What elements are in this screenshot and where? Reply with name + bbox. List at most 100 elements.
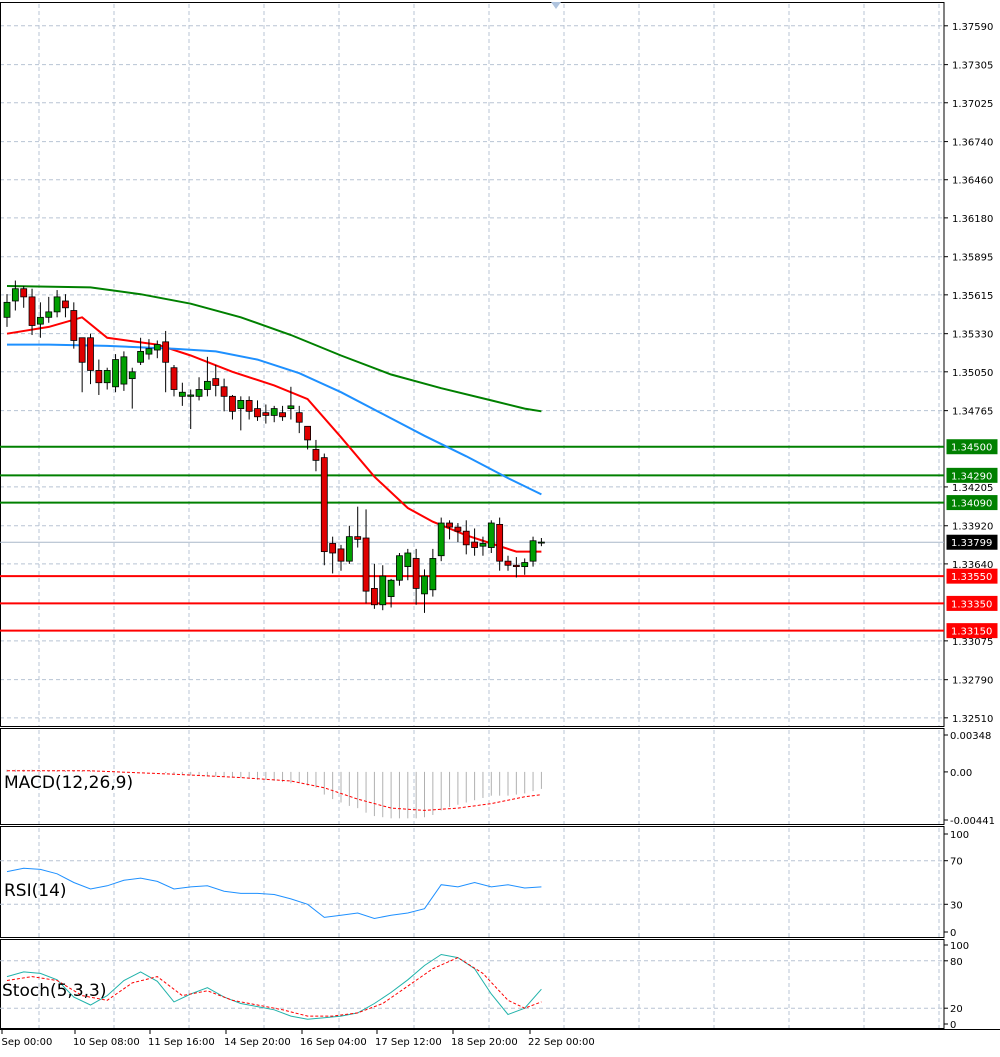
price-tick-label: 1.34765 bbox=[952, 407, 993, 418]
macd-tick-label: -0.00441 bbox=[950, 816, 995, 827]
candle bbox=[137, 337, 145, 365]
panel-frame bbox=[0, 728, 945, 825]
candle-body-down bbox=[95, 370, 103, 384]
level-tag-text: 1.33550 bbox=[951, 572, 992, 583]
candle-body-up bbox=[203, 380, 211, 390]
level-tag-box bbox=[946, 623, 998, 639]
candle bbox=[354, 506, 362, 548]
price-tick-label: 1.36460 bbox=[952, 176, 993, 187]
candle-body-down bbox=[304, 425, 312, 441]
candle-body-down bbox=[245, 400, 253, 412]
level-tag-box bbox=[946, 439, 998, 455]
macd-label: MACD(12,26,9) bbox=[4, 773, 133, 793]
candle-body-up bbox=[103, 370, 111, 384]
candle-body-up bbox=[3, 301, 11, 318]
candle bbox=[262, 404, 270, 424]
price-tick-label: 1.36740 bbox=[952, 138, 993, 149]
rsi-panel bbox=[0, 860, 944, 920]
candle-body-down bbox=[471, 541, 479, 548]
level-tag-box bbox=[946, 595, 998, 611]
level-tag-text: 1.33150 bbox=[951, 627, 992, 638]
level-tag: 1.34500 bbox=[946, 439, 998, 455]
candle-body-down bbox=[28, 296, 36, 326]
candle bbox=[220, 378, 228, 412]
stoch-tick-label: 100 bbox=[950, 941, 969, 952]
moving-average-line bbox=[7, 343, 542, 496]
candle bbox=[178, 382, 186, 406]
macd-tick-label: 0.00348 bbox=[950, 731, 991, 742]
price-tick-label: 1.33075 bbox=[952, 637, 993, 648]
candle bbox=[53, 290, 61, 318]
candle bbox=[162, 330, 170, 393]
candle bbox=[20, 285, 28, 308]
level-tag-text: 1.33799 bbox=[951, 538, 992, 549]
level-tag-box bbox=[946, 495, 998, 511]
candle bbox=[212, 365, 220, 397]
candle-body-down bbox=[212, 378, 220, 386]
candle bbox=[279, 405, 286, 421]
candle bbox=[521, 558, 529, 575]
candle-body-up bbox=[120, 356, 128, 385]
candle-body-down bbox=[329, 543, 337, 554]
price-tick-label: 1.35050 bbox=[952, 368, 993, 379]
candle-body-down bbox=[504, 560, 512, 566]
candle-body-up bbox=[112, 359, 119, 388]
panel-frames bbox=[0, 2, 1000, 1030]
candle bbox=[11, 280, 19, 311]
candle bbox=[37, 302, 44, 338]
candle bbox=[145, 339, 153, 360]
candle bbox=[87, 333, 94, 385]
grid bbox=[0, 4, 944, 1028]
candle bbox=[370, 563, 378, 609]
candle bbox=[446, 520, 453, 540]
candle-body-up bbox=[421, 575, 428, 595]
stoch-label: Stoch(5,3,3) bbox=[2, 981, 107, 1001]
price-tick-label: 1.33640 bbox=[952, 560, 993, 571]
candle bbox=[3, 294, 11, 327]
candle bbox=[312, 439, 320, 472]
panel-frame bbox=[0, 826, 945, 938]
candle bbox=[504, 555, 512, 571]
candle bbox=[429, 548, 437, 597]
time-tick-label: 11 Sep 16:00 bbox=[148, 1037, 215, 1048]
candle-body-down bbox=[462, 530, 470, 546]
level-tag-text: 1.33350 bbox=[951, 599, 992, 610]
time-tick-label: 22 Sep 00:00 bbox=[528, 1037, 595, 1048]
panel-frame bbox=[0, 2, 945, 727]
candle-body-up bbox=[178, 391, 186, 397]
macd-tick-label: 0.00 bbox=[950, 768, 972, 779]
rsi-line bbox=[6, 867, 542, 920]
level-tag-box bbox=[946, 534, 998, 550]
candle bbox=[387, 578, 395, 608]
candle bbox=[153, 340, 161, 359]
candle-body-up bbox=[45, 311, 53, 318]
candle bbox=[45, 296, 53, 323]
candle-body-down bbox=[512, 564, 520, 568]
candle-body-up bbox=[270, 408, 278, 416]
macd-panel bbox=[6, 769, 542, 819]
candle bbox=[412, 548, 420, 605]
candle bbox=[62, 294, 69, 318]
candle bbox=[487, 520, 495, 553]
price-tick-label: 1.35895 bbox=[952, 253, 993, 264]
shift-marker-icon[interactable] bbox=[551, 2, 561, 9]
macd-signal-line bbox=[7, 770, 542, 811]
candle-body-down bbox=[320, 457, 328, 553]
candle-body-down bbox=[20, 288, 28, 298]
candle-body-up bbox=[379, 575, 387, 606]
level-tag-text: 1.34500 bbox=[951, 443, 992, 454]
candle-body-down bbox=[370, 588, 378, 606]
moving-average-line bbox=[6, 285, 542, 413]
candle-body-up bbox=[521, 562, 529, 568]
candle bbox=[95, 359, 103, 395]
price-tick-label: 1.35330 bbox=[952, 330, 993, 341]
candle bbox=[337, 544, 345, 571]
candle-body-up bbox=[404, 552, 412, 568]
candle-body-up bbox=[429, 558, 437, 591]
candle-body-down bbox=[70, 310, 78, 341]
candle bbox=[70, 302, 78, 349]
candle-body-up bbox=[137, 350, 145, 363]
candle bbox=[128, 367, 136, 409]
candle bbox=[437, 517, 445, 562]
candle-body-down bbox=[170, 367, 178, 390]
